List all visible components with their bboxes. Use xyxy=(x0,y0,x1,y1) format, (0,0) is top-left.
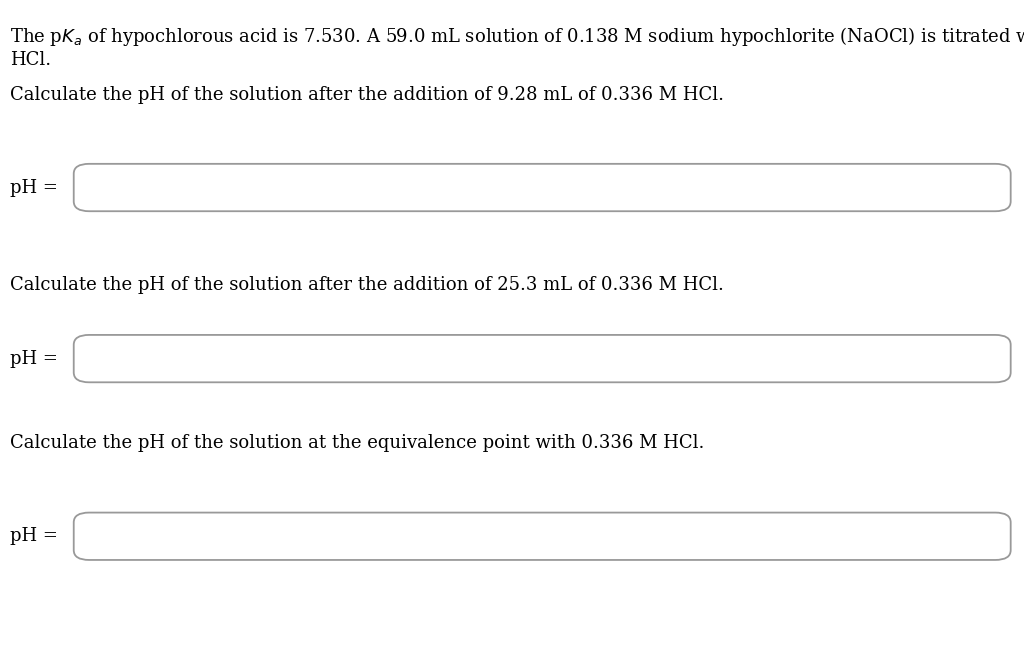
FancyBboxPatch shape xyxy=(74,513,1011,560)
Text: pH =: pH = xyxy=(10,178,58,197)
FancyBboxPatch shape xyxy=(74,335,1011,382)
Text: HCl.: HCl. xyxy=(10,51,51,69)
Text: The p$K_a$ of hypochlorous acid is 7.530. A 59.0 mL solution of 0.138 M sodium h: The p$K_a$ of hypochlorous acid is 7.530… xyxy=(10,25,1024,48)
Text: pH =: pH = xyxy=(10,527,58,545)
Text: pH =: pH = xyxy=(10,349,58,368)
Text: Calculate the pH of the solution after the addition of 9.28 mL of 0.336 M HCl.: Calculate the pH of the solution after t… xyxy=(10,86,724,103)
Text: Calculate the pH of the solution after the addition of 25.3 mL of 0.336 M HCl.: Calculate the pH of the solution after t… xyxy=(10,276,724,294)
FancyBboxPatch shape xyxy=(74,164,1011,211)
Text: Calculate the pH of the solution at the equivalence point with 0.336 M HCl.: Calculate the pH of the solution at the … xyxy=(10,434,705,452)
